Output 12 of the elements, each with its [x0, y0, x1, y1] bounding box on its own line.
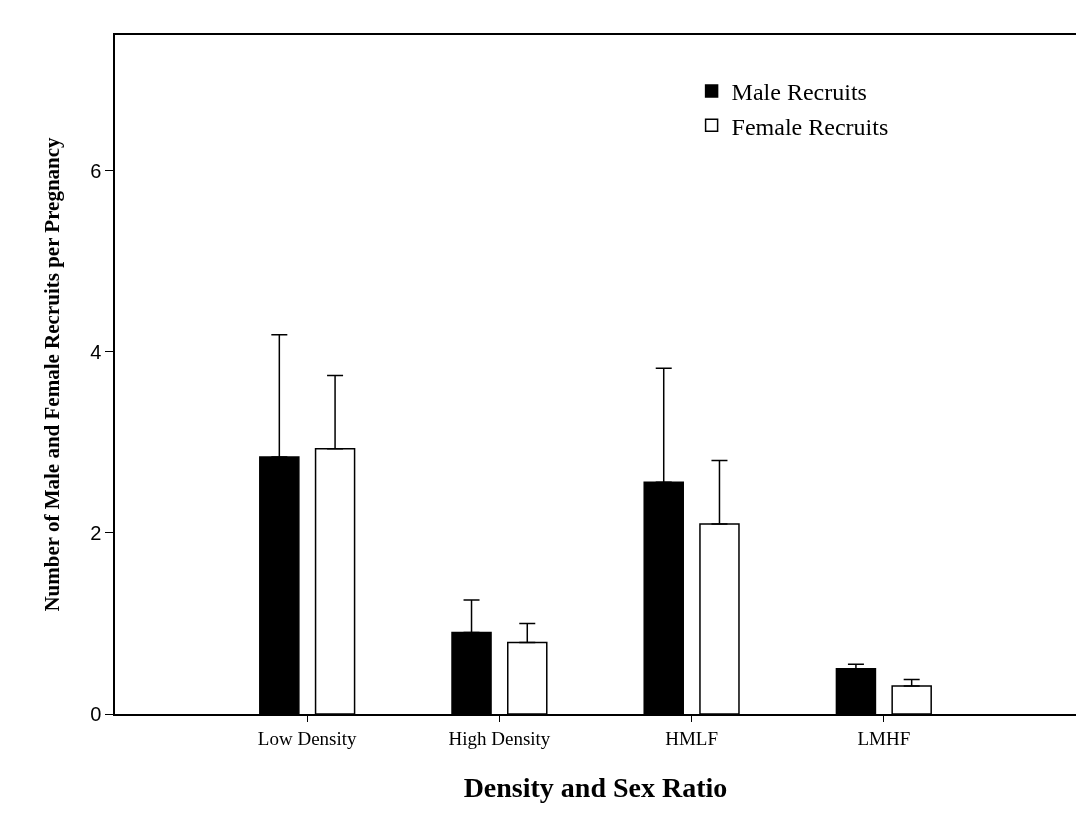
y-tick-label: 4	[90, 340, 102, 363]
legend-label: Female Recruits	[731, 113, 889, 140]
x-tick-label: HMLF	[665, 727, 718, 749]
x-tick-label: Low Density	[257, 727, 358, 749]
x-tick-label: LMHF	[857, 727, 911, 749]
x-axis-title: Density and Sex Ratio	[463, 772, 728, 804]
y-axis-title: Number of Male and Female Recruits per Pregnancy	[39, 136, 64, 612]
legend-label: Male Recruits	[731, 79, 867, 106]
y-tick-label: 6	[90, 159, 102, 182]
y-tick-label: 2	[90, 521, 102, 544]
y-tick-label: 0	[90, 703, 102, 725]
x-tick-label: High Density	[448, 727, 551, 749]
